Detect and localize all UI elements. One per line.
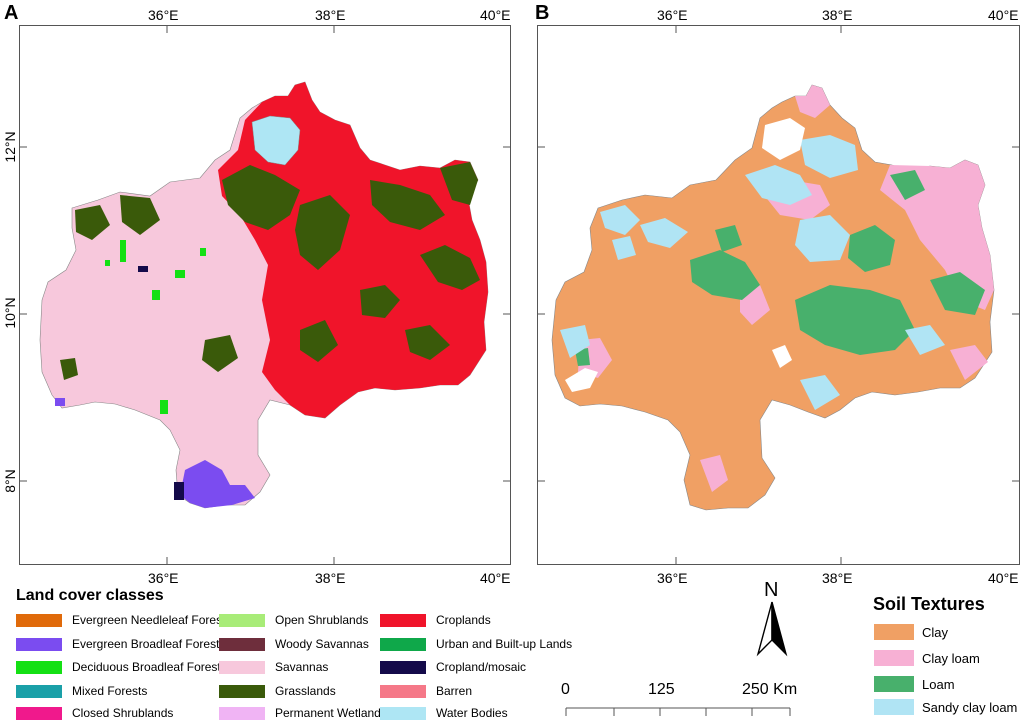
- legend-label: Mixed Forests: [72, 684, 148, 698]
- legend-label: Croplands: [436, 613, 491, 627]
- land-cover-legend-item: Barren: [380, 684, 472, 698]
- legend-label: Woody Savannas: [275, 637, 369, 651]
- soil-loam-patches: [575, 170, 985, 366]
- legend-label: Evergreen Broadleaf Forests: [72, 637, 226, 651]
- legend-swatch: [874, 699, 914, 715]
- land-cover-legend-item: Woody Savannas: [219, 637, 369, 651]
- land-cover-legend-item: Evergreen Broadleaf Forests: [16, 637, 225, 651]
- panel-b-map-frame: [537, 25, 1020, 565]
- legend-label: Urban and Built-up Lands: [436, 637, 573, 651]
- land-cover-evergreen-broadleaf-patch: [180, 460, 255, 508]
- legend-swatch: [380, 660, 426, 674]
- panel-a-bottom-tick-38: 38°E: [315, 570, 346, 586]
- legend-label: Permanent Wetlands: [275, 706, 387, 720]
- legend-swatch: [16, 660, 62, 674]
- soil-legend-item: Clay loam: [874, 650, 980, 666]
- legend-label: Open Shrublands: [275, 613, 369, 627]
- soil-legend-item: Clay: [874, 624, 948, 640]
- land-cover-legend-item: Savannas: [219, 660, 328, 674]
- soil-legend-item: Loam: [874, 676, 955, 692]
- scale-bar-label-125: 125: [648, 681, 675, 698]
- legend-swatch: [16, 706, 62, 720]
- legend-label: Savannas: [275, 660, 329, 674]
- land-cover-legend-item: Mixed Forests: [16, 684, 147, 698]
- panel-b-top-tick-36: 36°E: [657, 7, 688, 23]
- land-cover-legend-item: Evergreen Needleleaf Forests: [16, 613, 231, 627]
- land-cover-legend-item: Open Shrublands: [219, 613, 368, 627]
- legend-swatch: [219, 706, 265, 720]
- legend-swatch: [16, 684, 62, 698]
- panel-b-letter: B: [535, 2, 550, 24]
- land-cover-lake-tana: [251, 115, 301, 166]
- panel-a-bottom-tick-36: 36°E: [148, 570, 179, 586]
- soil-legend-item: Sandy clay loam: [874, 699, 1017, 715]
- legend-label: Closed Shrublands: [72, 706, 174, 720]
- soil-sandy-clay-loam-patches: [560, 135, 945, 410]
- legend-swatch: [874, 676, 914, 692]
- scale-bar: [565, 707, 791, 716]
- legend-label: Loam: [922, 676, 955, 692]
- legend-label: Grasslands: [275, 684, 336, 698]
- soil-legend-title: Soil Textures: [873, 594, 985, 614]
- land-cover-legend-item: Deciduous Broadleaf Forests: [16, 660, 227, 674]
- legend-label: Clay loam: [922, 650, 980, 666]
- north-arrow-icon: [756, 601, 788, 657]
- legend-swatch: [380, 706, 426, 720]
- legend-swatch: [380, 613, 426, 627]
- legend-swatch: [219, 613, 265, 627]
- panel-a-bottom-tick-40: 40°E: [480, 570, 511, 586]
- legend-label: Sandy clay loam: [922, 699, 1018, 715]
- panel-a-letter: A: [4, 2, 19, 24]
- panel-b-bottom-tick-38: 38°E: [822, 570, 853, 586]
- land-cover-legend-item: Permanent Wetlands: [219, 706, 387, 720]
- land-cover-cropland-mosaic-patch: [174, 482, 184, 500]
- legend-label: Evergreen Needleleaf Forests: [72, 613, 232, 627]
- scale-bar-label-250: 250 Km: [742, 681, 798, 698]
- land-cover-legend-title: Land cover classes: [16, 587, 164, 604]
- soil-no-data-areas: [565, 118, 805, 392]
- land-cover-legend-item: Water Bodies: [380, 706, 508, 720]
- panel-b-top-tick-40: 40°E: [988, 7, 1019, 23]
- panel-a-top-tick-40: 40°E: [480, 7, 511, 23]
- legend-label: Water Bodies: [436, 706, 508, 720]
- land-cover-legend-item: Urban and Built-up Lands: [380, 637, 572, 651]
- legend-swatch: [380, 637, 426, 651]
- land-cover-grasslands-patches: [60, 162, 480, 380]
- legend-swatch: [219, 684, 265, 698]
- legend-label: Deciduous Broadleaf Forests: [72, 660, 227, 674]
- panel-b-top-tick-38: 38°E: [822, 7, 853, 23]
- legend-swatch: [380, 684, 426, 698]
- legend-swatch: [16, 637, 62, 651]
- legend-swatch: [219, 660, 265, 674]
- legend-swatch: [16, 613, 62, 627]
- land-cover-legend-item: Cropland/mosaic: [380, 660, 526, 674]
- land-cover-deciduous-patches: [105, 240, 206, 414]
- land-cover-legend-item: Closed Shrublands: [16, 706, 173, 720]
- land-cover-legend-item: Croplands: [380, 613, 491, 627]
- panel-a-top-tick-36: 36°E: [148, 7, 179, 23]
- legend-swatch: [219, 637, 265, 651]
- panel-b-bottom-tick-40: 40°E: [988, 570, 1019, 586]
- legend-label: Barren: [436, 684, 473, 698]
- land-cover-legend-item: Grasslands: [219, 684, 336, 698]
- north-arrow-label: N: [764, 579, 779, 601]
- legend-swatch: [874, 650, 914, 666]
- legend-label: Cropland/mosaic: [436, 660, 527, 674]
- panel-a-map-frame: [19, 25, 511, 565]
- legend-label: Clay: [922, 624, 949, 640]
- panel-b-bottom-tick-36: 36°E: [657, 570, 688, 586]
- scale-bar-label-0: 0: [561, 681, 570, 698]
- legend-swatch: [874, 624, 914, 640]
- panel-a-top-tick-38: 38°E: [315, 7, 346, 23]
